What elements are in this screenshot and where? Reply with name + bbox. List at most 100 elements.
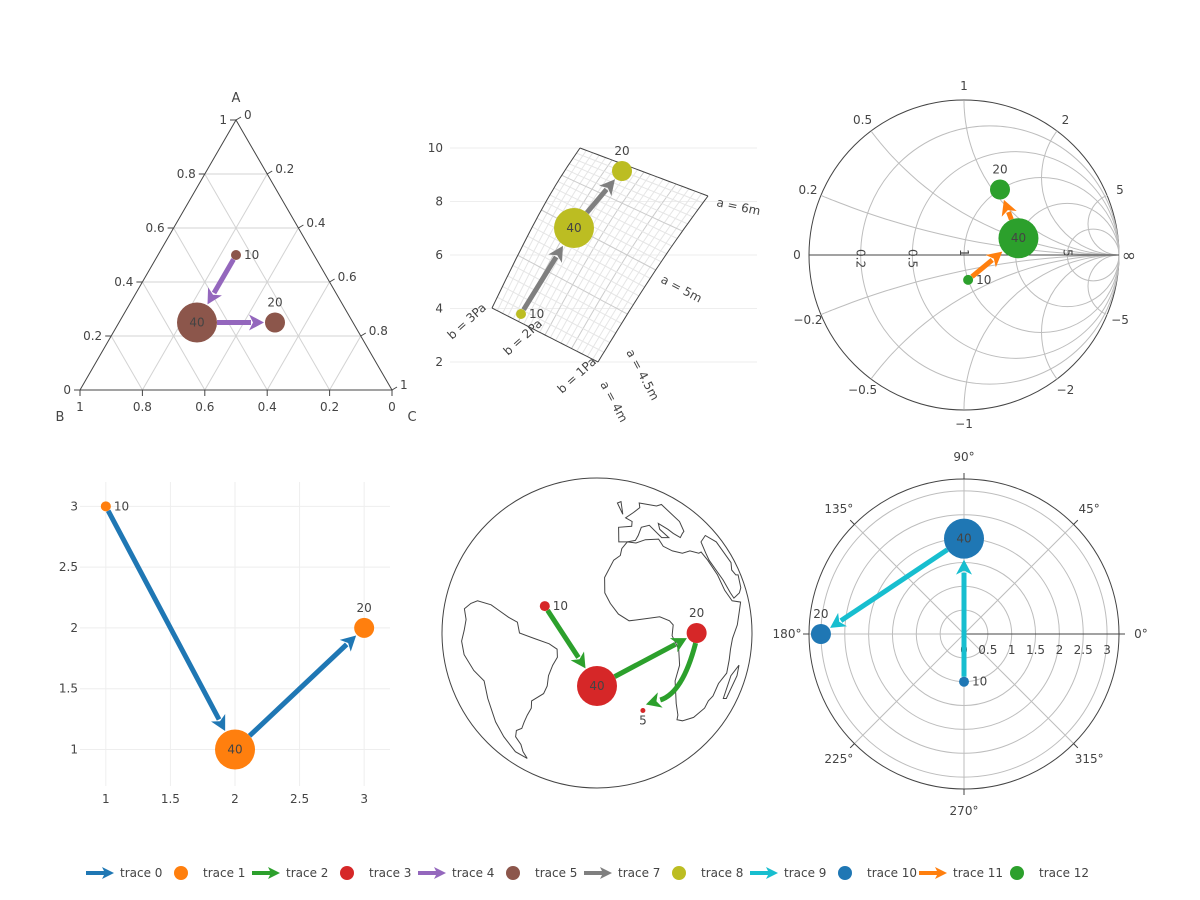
britain-coastline	[616, 500, 624, 515]
carpet-b-label: b = 2Pa	[501, 316, 545, 358]
legend-item-trace-3[interactable]: trace 3	[340, 866, 411, 880]
carpet-marker-label: 10	[529, 307, 544, 321]
scatter-path-arrow-line	[247, 642, 349, 738]
polar-angular-tick-label: 180°	[773, 627, 802, 641]
polar-angular-tick	[849, 519, 855, 525]
ternary-axis-title-b: B	[56, 410, 65, 425]
ternary-marker-label: 10	[244, 248, 259, 262]
legend-item-trace-5[interactable]: trace 5	[506, 866, 577, 880]
carpet-b-gridline	[502, 285, 611, 344]
scatter-x-tick-label: 1	[102, 792, 110, 806]
polar-radial-tick-label: 2.5	[1074, 643, 1093, 657]
carpet-b-gridline	[565, 168, 688, 225]
geo-path-arrow-line	[659, 642, 699, 703]
carpet-a-gridline	[581, 188, 690, 355]
legend-symbol-arrowhead	[268, 867, 280, 879]
smith-path-arrow-line	[1006, 211, 1014, 221]
smith-imag-tick-label: −1	[955, 417, 973, 431]
ternary-marker-label: 40	[189, 316, 204, 330]
ternary-tick-label-a: 0.4	[114, 275, 133, 289]
carpet-b-gridline	[496, 296, 605, 353]
ternary-tick-label-c: 0	[244, 108, 252, 122]
polar-marker	[959, 676, 969, 687]
legend-label: trace 9	[784, 866, 826, 880]
smith-real-tick-label: 1	[957, 249, 971, 257]
carpet-b-gridline	[517, 254, 628, 315]
ternary-tick-label-a: 1	[219, 113, 227, 127]
smith-path-arrow-head	[1001, 199, 1017, 217]
geo-subplot: 10 40 20 5	[441, 477, 753, 789]
ternary-tick-label-c: 0.4	[306, 216, 325, 230]
scatter-marker	[215, 729, 255, 770]
legend-item-trace-8[interactable]: trace 8	[672, 866, 743, 880]
legend-item-trace-1[interactable]: trace 1	[174, 866, 245, 880]
carpet-b-gridline	[549, 194, 667, 255]
ternary-tick-label-b: 0.2	[320, 400, 339, 414]
carpet-b-label: b = 3Pa	[445, 300, 489, 342]
geo-marker	[539, 601, 550, 612]
ternary-marker	[177, 302, 217, 343]
ternary-gridline-c	[266, 281, 331, 391]
polar-angular-tick	[1073, 743, 1079, 749]
legend-item-trace-7[interactable]: trace 7	[584, 866, 660, 880]
smith-marker-label: 10	[976, 273, 991, 287]
carpet-marker-label: 40	[566, 221, 581, 235]
legend-item-trace-2[interactable]: trace 2	[252, 866, 328, 880]
smith-reactance-arc	[1040, 130, 1119, 256]
smith-real-tick-label: 0.2	[854, 249, 868, 268]
polar-radial-tick-label: 1.5	[1026, 643, 1045, 657]
ternary-gridline-c	[204, 227, 299, 391]
madagascar-coastline	[722, 664, 740, 699]
smith-infinity-label: ∞	[1122, 246, 1136, 266]
polar-angular-gridline	[963, 524, 1074, 635]
smith-real-tick-label: 0.5	[905, 249, 919, 268]
polar-radial-tick-label: 3	[1103, 643, 1111, 657]
scatter-marker	[354, 617, 375, 638]
legend-label: trace 5	[535, 866, 577, 880]
ternary-subplot: 0 0 0 0.2 0.2 0.2 0.4 0.4 0.4 0.6 0.6 0.6 0.8 0.8 0.8 1…	[56, 91, 417, 425]
polar-radial-tick-label: 2	[1056, 643, 1064, 657]
europe-coastline	[618, 502, 685, 543]
carpet-a-label: a = 5m	[659, 272, 705, 305]
legend-item-trace-10[interactable]: trace 10	[838, 866, 917, 880]
legend-item-trace-4[interactable]: trace 4	[418, 866, 494, 880]
scatter-path-arrow-line	[105, 509, 222, 721]
smith-imag-tick-label: −0.5	[848, 383, 877, 397]
scatter-y-tick-label: 2.5	[59, 560, 78, 574]
scatter-marker-label: 10	[114, 499, 129, 513]
coastlines	[461, 500, 742, 759]
carpet-marker	[554, 208, 594, 248]
smith-imag-tick-label: 0.5	[853, 113, 872, 127]
geo-marker	[640, 708, 646, 713]
legend-item-trace-9[interactable]: trace 9	[750, 866, 826, 880]
smith-reactance-arc	[1040, 254, 1119, 380]
legend-symbol-marker	[340, 866, 354, 880]
scatter-y-tick-label: 1	[70, 743, 78, 757]
legend-item-trace-11[interactable]: trace 11	[919, 866, 1003, 880]
legend-label: trace 0	[120, 866, 162, 880]
geo-path-arrow-line	[613, 642, 677, 679]
smith-imag-tick-label: −2	[1057, 383, 1075, 397]
scatter-x-tick-label: 2.5	[290, 792, 309, 806]
polar-marker-label: 10	[972, 675, 987, 689]
ternary-gridline-b	[141, 281, 206, 391]
carpet-b-gridline	[512, 264, 622, 324]
legend-item-trace-0[interactable]: trace 0	[86, 866, 162, 880]
carpet-y-tick-label: 10	[428, 141, 443, 155]
ternary-tick-label-a: 0.8	[177, 167, 196, 181]
scatter-marker	[100, 501, 111, 512]
ternary-axis-title-a: A	[232, 91, 241, 106]
scatter-x-tick-label: 3	[360, 792, 368, 806]
ternary-gridline-c	[329, 335, 362, 391]
legend[interactable]: trace 0 trace 1 trace 2 trace 3 trace 4 trace…	[86, 866, 1089, 880]
geo-marker-label: 40	[589, 679, 604, 693]
carpet-b-gridline	[532, 226, 645, 288]
smith-zero-label: 0	[793, 248, 801, 262]
ternary-tick-label-b: 0.4	[258, 400, 277, 414]
legend-item-trace-12[interactable]: trace 12	[1010, 866, 1089, 880]
scatter-x-tick-label: 1.5	[161, 792, 180, 806]
legend-symbol-arrowhead	[434, 867, 446, 879]
carpet-marker	[612, 161, 632, 181]
